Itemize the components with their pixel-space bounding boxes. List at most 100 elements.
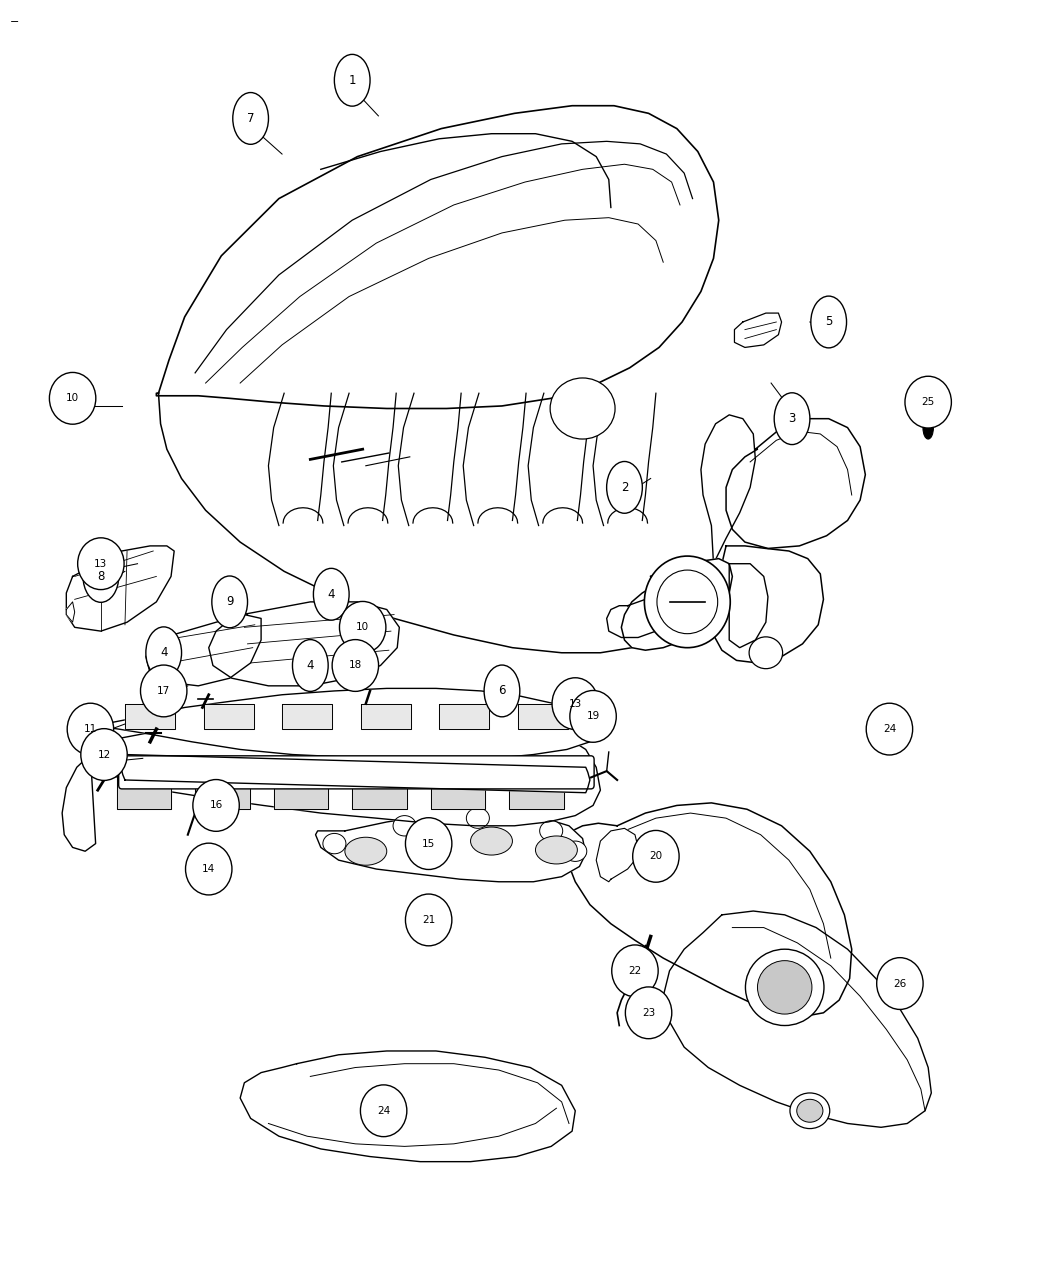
Text: 1: 1 [349,74,356,87]
Ellipse shape [332,640,379,691]
Ellipse shape [866,704,912,755]
Text: 17: 17 [158,686,170,696]
Text: 24: 24 [883,724,896,734]
Ellipse shape [877,958,923,1010]
Text: 24: 24 [377,1105,391,1116]
Ellipse shape [550,377,615,439]
Text: 3: 3 [789,412,796,425]
Polygon shape [430,771,485,810]
Text: 4: 4 [328,588,335,601]
Polygon shape [62,755,96,852]
Text: 10: 10 [66,393,79,403]
Ellipse shape [540,821,563,842]
Ellipse shape [405,817,452,870]
Polygon shape [596,829,638,882]
Ellipse shape [536,836,578,864]
Ellipse shape [797,1099,823,1122]
Text: −: − [9,17,19,27]
Polygon shape [607,597,674,638]
Text: 2: 2 [621,481,628,493]
Text: 20: 20 [649,852,663,862]
Polygon shape [518,704,568,729]
Ellipse shape [393,816,416,836]
Ellipse shape [323,834,345,854]
Polygon shape [66,602,75,622]
Ellipse shape [141,666,187,717]
Ellipse shape [749,638,782,668]
Text: 12: 12 [98,750,110,760]
Ellipse shape [78,538,124,589]
Ellipse shape [67,704,113,755]
Polygon shape [712,546,823,663]
Polygon shape [274,771,328,810]
Text: 5: 5 [825,315,833,329]
Ellipse shape [607,462,643,514]
Ellipse shape [564,842,587,862]
Polygon shape [316,813,586,882]
Text: 14: 14 [202,864,215,875]
Polygon shape [117,771,171,810]
Ellipse shape [757,960,812,1014]
Ellipse shape [484,666,520,717]
Ellipse shape [470,827,512,856]
Polygon shape [96,688,596,760]
Ellipse shape [746,949,824,1025]
Text: 9: 9 [226,595,233,608]
Text: 8: 8 [98,570,105,583]
Polygon shape [282,704,332,729]
Polygon shape [664,912,931,1127]
Polygon shape [352,771,406,810]
Polygon shape [156,106,719,408]
Text: 25: 25 [922,397,934,407]
Text: 18: 18 [349,660,362,671]
Text: 22: 22 [628,966,642,975]
Ellipse shape [407,830,449,858]
Text: 13: 13 [94,558,107,569]
Text: 19: 19 [587,711,600,722]
Text: 13: 13 [569,699,582,709]
Text: 26: 26 [894,978,906,988]
Polygon shape [360,704,411,729]
Ellipse shape [570,691,616,742]
Ellipse shape [645,556,730,648]
Text: 21: 21 [422,915,436,924]
Ellipse shape [81,728,127,780]
Ellipse shape [466,808,489,829]
Ellipse shape [811,296,846,348]
Ellipse shape [552,678,598,729]
Polygon shape [701,414,755,564]
Polygon shape [146,615,261,686]
Polygon shape [195,771,250,810]
Polygon shape [121,755,590,793]
Polygon shape [734,314,781,347]
Text: 4: 4 [160,646,167,659]
Text: 6: 6 [498,685,506,697]
Ellipse shape [193,779,239,831]
Ellipse shape [923,416,933,439]
Ellipse shape [612,945,658,997]
Text: 23: 23 [642,1007,655,1017]
Ellipse shape [49,372,96,425]
Polygon shape [729,564,768,648]
Polygon shape [509,771,564,810]
Text: 11: 11 [84,724,97,734]
Ellipse shape [233,93,269,144]
Ellipse shape [633,830,679,882]
Ellipse shape [657,570,718,634]
Ellipse shape [83,551,119,602]
Ellipse shape [339,602,386,653]
Ellipse shape [360,1085,406,1136]
Polygon shape [125,704,175,729]
Polygon shape [622,558,732,650]
Ellipse shape [293,640,329,691]
Text: 10: 10 [356,622,370,632]
Ellipse shape [186,843,232,895]
Text: 15: 15 [422,839,436,849]
Polygon shape [204,704,254,729]
FancyBboxPatch shape [119,756,594,789]
Polygon shape [209,602,399,686]
Polygon shape [66,546,174,631]
Ellipse shape [313,569,349,620]
Ellipse shape [334,55,370,106]
Polygon shape [439,704,489,729]
